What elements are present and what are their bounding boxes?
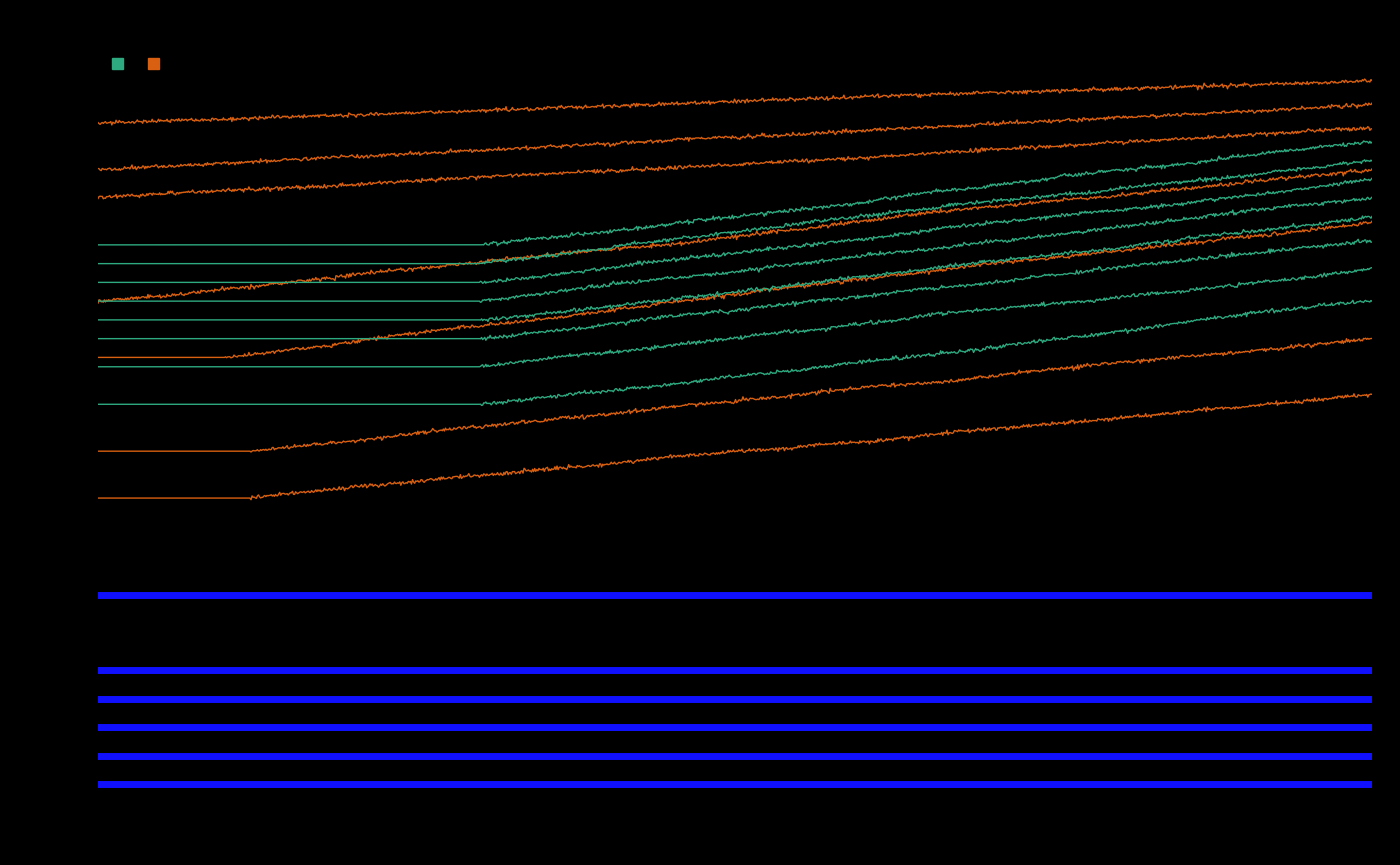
Legend: , : , [105,50,171,78]
